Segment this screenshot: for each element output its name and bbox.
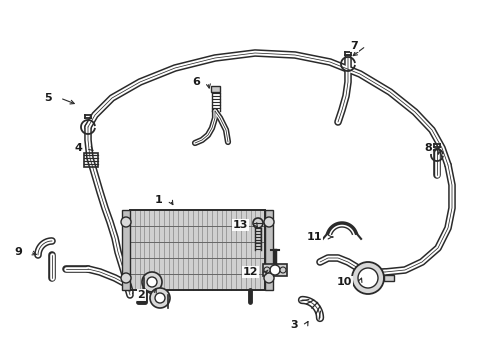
- Text: 2: 2: [137, 290, 145, 300]
- Circle shape: [147, 277, 157, 287]
- Circle shape: [121, 273, 131, 283]
- Circle shape: [142, 272, 162, 292]
- Circle shape: [121, 217, 131, 227]
- Circle shape: [150, 288, 170, 308]
- Circle shape: [264, 217, 274, 227]
- Circle shape: [264, 267, 270, 273]
- Circle shape: [264, 273, 274, 283]
- Bar: [384, 275, 394, 281]
- Circle shape: [270, 265, 280, 275]
- Bar: [265, 210, 273, 290]
- Text: 8: 8: [424, 143, 432, 153]
- Polygon shape: [130, 210, 265, 290]
- Circle shape: [358, 268, 378, 288]
- Text: 3: 3: [291, 320, 298, 330]
- Bar: [84, 153, 98, 167]
- Text: 7: 7: [350, 41, 358, 51]
- Text: 4: 4: [74, 143, 82, 153]
- Circle shape: [352, 262, 384, 294]
- Text: 9: 9: [14, 247, 22, 257]
- Bar: [122, 210, 130, 290]
- Text: 5: 5: [45, 93, 52, 103]
- Circle shape: [253, 218, 263, 228]
- Text: 12: 12: [243, 267, 258, 277]
- Text: 10: 10: [337, 277, 352, 287]
- Circle shape: [280, 267, 286, 273]
- Text: 11: 11: [307, 232, 322, 242]
- Bar: [211, 86, 220, 92]
- Circle shape: [155, 293, 165, 303]
- Bar: [263, 264, 287, 276]
- Text: 6: 6: [192, 77, 200, 87]
- Text: 1: 1: [154, 195, 162, 205]
- Text: 13: 13: [233, 220, 248, 230]
